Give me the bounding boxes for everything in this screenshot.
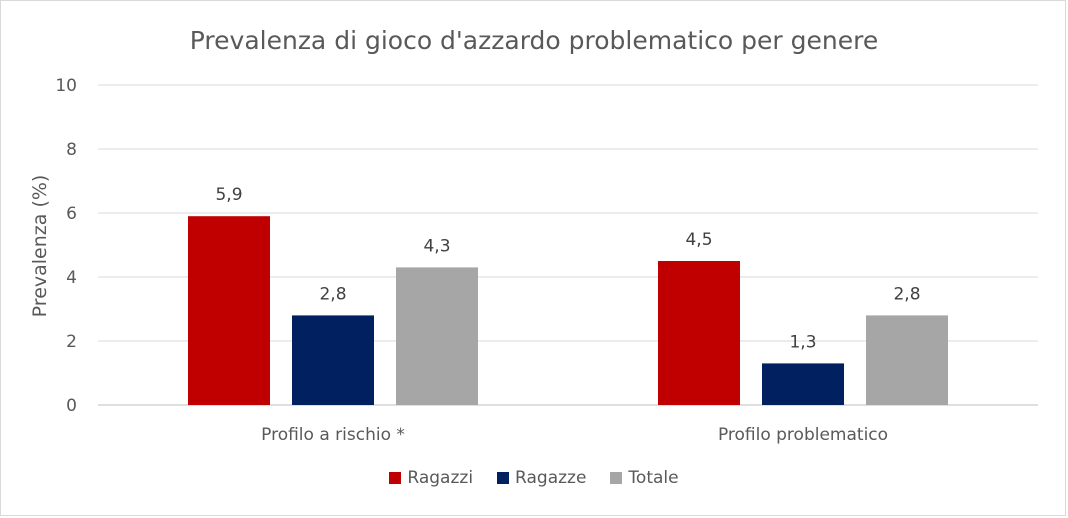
- y-tick-label: 2: [66, 332, 77, 352]
- y-tick-label: 0: [66, 396, 77, 416]
- y-tick-label: 10: [55, 76, 77, 96]
- legend-swatch: [389, 472, 402, 484]
- data-label: 2,8: [319, 284, 346, 304]
- legend-swatch: [497, 472, 510, 484]
- labels: 0 2 4 6 8 10 5,9 2,8 4,3 Profilo a rischio * 4,5 1,…: [55, 76, 920, 445]
- bars: [188, 216, 948, 405]
- y-tick-label: 4: [66, 268, 77, 288]
- legend-item: Ragazzi: [389, 468, 473, 488]
- y-tick-label: 8: [66, 140, 77, 160]
- bar-totale: [396, 267, 478, 405]
- bar-ragazzi: [658, 261, 740, 405]
- y-axis-label: Prevalenza (%): [29, 175, 51, 318]
- chart-title: Prevalenza di gioco d'azzardo problemati…: [189, 26, 879, 55]
- legend-label: Ragazzi: [407, 468, 474, 488]
- legend-item: Totale: [610, 468, 679, 488]
- legend-label: Ragazze: [515, 468, 587, 488]
- data-label: 2,8: [893, 284, 920, 304]
- data-label: 4,5: [685, 230, 712, 250]
- legend: Ragazzi Ragazze Totale: [0, 468, 1068, 488]
- y-tick-label: 6: [66, 204, 77, 224]
- bar-ragazze: [762, 363, 844, 405]
- bar-ragazze: [292, 315, 374, 405]
- legend-swatch: [610, 472, 623, 484]
- legend-item: Ragazze: [497, 468, 586, 488]
- bar-totale: [866, 315, 948, 405]
- x-category-label: Profilo a rischio *: [261, 425, 405, 445]
- legend-label: Totale: [628, 468, 679, 488]
- x-category-label: Profilo problematico: [718, 425, 888, 445]
- data-label: 5,9: [215, 185, 242, 205]
- bar-ragazzi: [188, 216, 270, 405]
- data-label: 4,3: [423, 236, 450, 256]
- data-label: 1,3: [789, 332, 816, 352]
